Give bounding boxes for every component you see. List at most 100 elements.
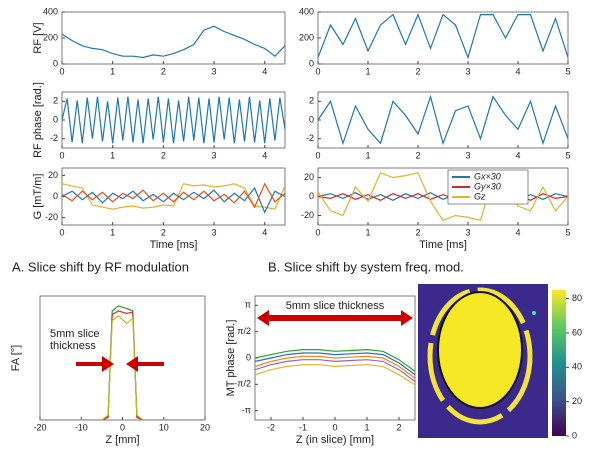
x-axis-label: Time [ms] [150,239,198,251]
x-tick-label: 10 [159,422,169,432]
x-tick-label: 1 [365,66,370,76]
y-tick-label: 2 [53,96,58,106]
y-tick-label: 20 [304,172,314,182]
x-tick-label: 2 [161,227,166,237]
x-tick-label: -20 [33,422,46,432]
y-tick-label: -π [242,405,251,415]
legend-label: Gz [474,191,486,201]
panel-caption: B. Slice shift by system freq. mod. [268,259,464,274]
x-tick-label: 3 [212,150,217,160]
x-tick-label: 1 [364,422,369,432]
x-axis-label: Time [ms] [419,239,467,251]
x-tick-label: 0 [332,422,337,432]
y-tick-label: 0 [53,114,58,124]
x-tick-label: 3 [212,66,217,76]
x-tick-label: 1 [110,66,115,76]
x-tick-label: 4 [262,150,267,160]
colorbar-label: 0 [572,430,577,440]
x-tick-label: 3 [465,66,470,76]
y-tick-label: 0 [309,114,314,124]
series-line [318,173,568,221]
y-tick-label: 200 [299,32,314,42]
series-line [255,356,415,378]
x-tick-label: 0 [59,66,64,76]
y-tick-label: 0 [309,58,314,68]
y-axis-label: RF [V] [32,22,44,53]
x-tick-label: 0 [315,150,320,160]
y-tick-label: 0 [53,191,58,201]
arrow [126,356,164,372]
x-tick-label: -2 [267,422,275,432]
panel-caption: A. Slice shift by RF modulation [12,259,189,274]
x-tick-label: 0 [120,422,125,432]
y-tick-label: -20 [45,212,58,222]
x-tick-label: 2 [415,150,420,160]
figure: 012340200400RF [V]01234-202RF phase [rad… [0,0,596,452]
colorbar [552,290,566,436]
x-tick-label: -1 [299,422,307,432]
x-tick-label: 5 [565,150,570,160]
x-tick-label: 2 [161,150,166,160]
x-tick-label: 0 [59,150,64,160]
x-tick-label: 4 [515,227,520,237]
y-axis-label: RF phase [rad.] [32,82,44,158]
x-tick-label: 1 [110,227,115,237]
x-tick-label: 2 [396,422,401,432]
colorbar-label: 60 [572,327,582,337]
series-line [255,365,415,385]
colorbar-label: 40 [572,362,582,372]
x-tick-label: 3 [465,227,470,237]
x-tick-label: 3 [465,150,470,160]
y-tick-label: 200 [43,32,58,42]
series-line [40,306,205,420]
y-tick-label: -2 [50,133,58,143]
colorbar-label: 80 [572,293,582,303]
x-tick-label: -10 [75,422,88,432]
legend-label: Gx×30 [474,171,501,181]
x-axis-label: Z (in slice) [mm] [296,434,374,446]
y-tick-label: π/2 [237,326,251,336]
y-axis-label: MT phase [rad.] [225,320,237,397]
y-tick-label: 400 [299,6,314,16]
x-tick-label: 4 [262,227,267,237]
y-tick-label: -2 [306,133,314,143]
series-line [62,26,285,57]
plot-frame [40,296,205,420]
y-axis-label: G [mT/m] [32,174,44,220]
legend-label: Gy×30 [474,181,501,191]
y-tick-label: 0 [53,58,58,68]
x-tick-label: 1 [110,150,115,160]
x-axis-label: Z [mm] [105,434,139,446]
x-tick-label: 2 [161,66,166,76]
arrow [257,310,413,326]
y-tick-label: 400 [43,6,58,16]
series-line [318,15,568,58]
x-tick-label: 5 [565,66,570,76]
series-line [255,353,415,375]
x-tick-label: 0 [315,66,320,76]
series-line [318,97,568,144]
x-tick-label: 0 [59,227,64,237]
x-tick-label: 20 [200,422,210,432]
y-tick-label: 0 [246,352,251,362]
series-line [62,97,285,144]
x-tick-label: 4 [262,66,267,76]
colorbar-label: 20 [572,396,582,406]
y-tick-label: 2 [309,96,314,106]
arrow [76,356,114,372]
plot-frame [62,168,285,225]
y-tick-label: 20 [48,170,58,180]
y-tick-label: π [245,300,251,310]
x-tick-label: 3 [212,227,217,237]
y-tick-label: -20 [301,210,314,220]
annotation: 5mm slice thickness [286,300,385,312]
plot-frame [318,168,568,225]
x-tick-label: 4 [515,150,520,160]
x-tick-label: 2 [415,227,420,237]
x-tick-label: 1 [365,150,370,160]
y-axis-label: FA [°] [10,345,22,371]
series-line [62,184,285,209]
annotation: 5mm slice [50,328,100,340]
x-tick-label: 1 [365,227,370,237]
plot-frame [62,12,285,64]
